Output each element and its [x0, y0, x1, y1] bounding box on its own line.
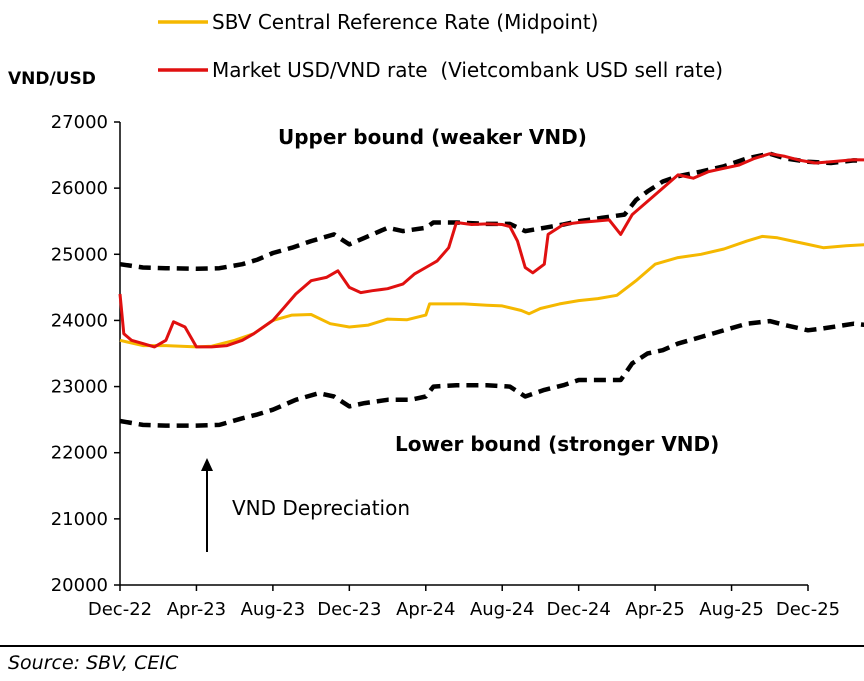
- x-tick-label: Dec-22: [88, 599, 152, 620]
- lower-bound-annotation: Lower bound (stronger VND): [395, 432, 719, 456]
- y-tick-label: 23000: [51, 377, 108, 398]
- x-ticks: Dec-22 Apr-23 Aug-23 Dec-23 Apr-24 Aug-24 Dec-…: [88, 585, 840, 620]
- x-tick-label: Apr-24: [396, 599, 455, 620]
- depreciation-label: VND Depreciation: [232, 496, 410, 520]
- x-tick-label: Apr-23: [167, 599, 226, 620]
- depreciation-arrow: [201, 458, 213, 552]
- y-tick-label: 24000: [51, 310, 108, 331]
- y-tick-label: 25000: [51, 244, 108, 265]
- x-tick-label: Dec-24: [547, 599, 611, 620]
- source-note: Source: SBV, CEIC: [8, 652, 179, 674]
- series-line-midpoint: [119, 234, 864, 349]
- arrow-head: [201, 458, 213, 471]
- y-axis-unit: VND/USD: [8, 69, 96, 89]
- x-tick-label: Aug-23: [241, 599, 306, 620]
- series-line-market: [118, 152, 864, 349]
- x-tick-label: Dec-23: [317, 599, 381, 620]
- legend-label-midpoint: SBV Central Reference Rate (Midpoint): [212, 10, 598, 34]
- series-line-lower-bound: [119, 318, 864, 428]
- y-ticks: 20000 21000 22000 23000 24000 25000 26000 27000: [51, 112, 120, 596]
- upper-bound-annotation: Upper bound (weaker VND): [278, 125, 587, 149]
- axes: [119, 122, 808, 586]
- legend-label-market: Market USD/VND rate (Vietcombank USD sel…: [212, 58, 723, 82]
- y-tick-label: 22000: [51, 443, 108, 464]
- y-tick-label: 27000: [51, 112, 108, 133]
- source-divider: [0, 645, 864, 647]
- x-tick-label: Dec-25: [776, 599, 840, 620]
- y-tick-label: 26000: [51, 178, 108, 199]
- y-tick-label: 20000: [51, 575, 108, 596]
- y-tick-label: 21000: [51, 509, 108, 530]
- x-tick-label: Apr-25: [625, 599, 684, 620]
- legend: SBV Central Reference Rate (Midpoint) Ma…: [158, 10, 723, 82]
- x-tick-label: Aug-25: [699, 599, 764, 620]
- chart: SBV Central Reference Rate (Midpoint) Ma…: [8, 10, 864, 620]
- x-tick-label: Aug-24: [470, 599, 535, 620]
- series-layer: [118, 151, 864, 428]
- series-line-upper-bound: [119, 151, 864, 272]
